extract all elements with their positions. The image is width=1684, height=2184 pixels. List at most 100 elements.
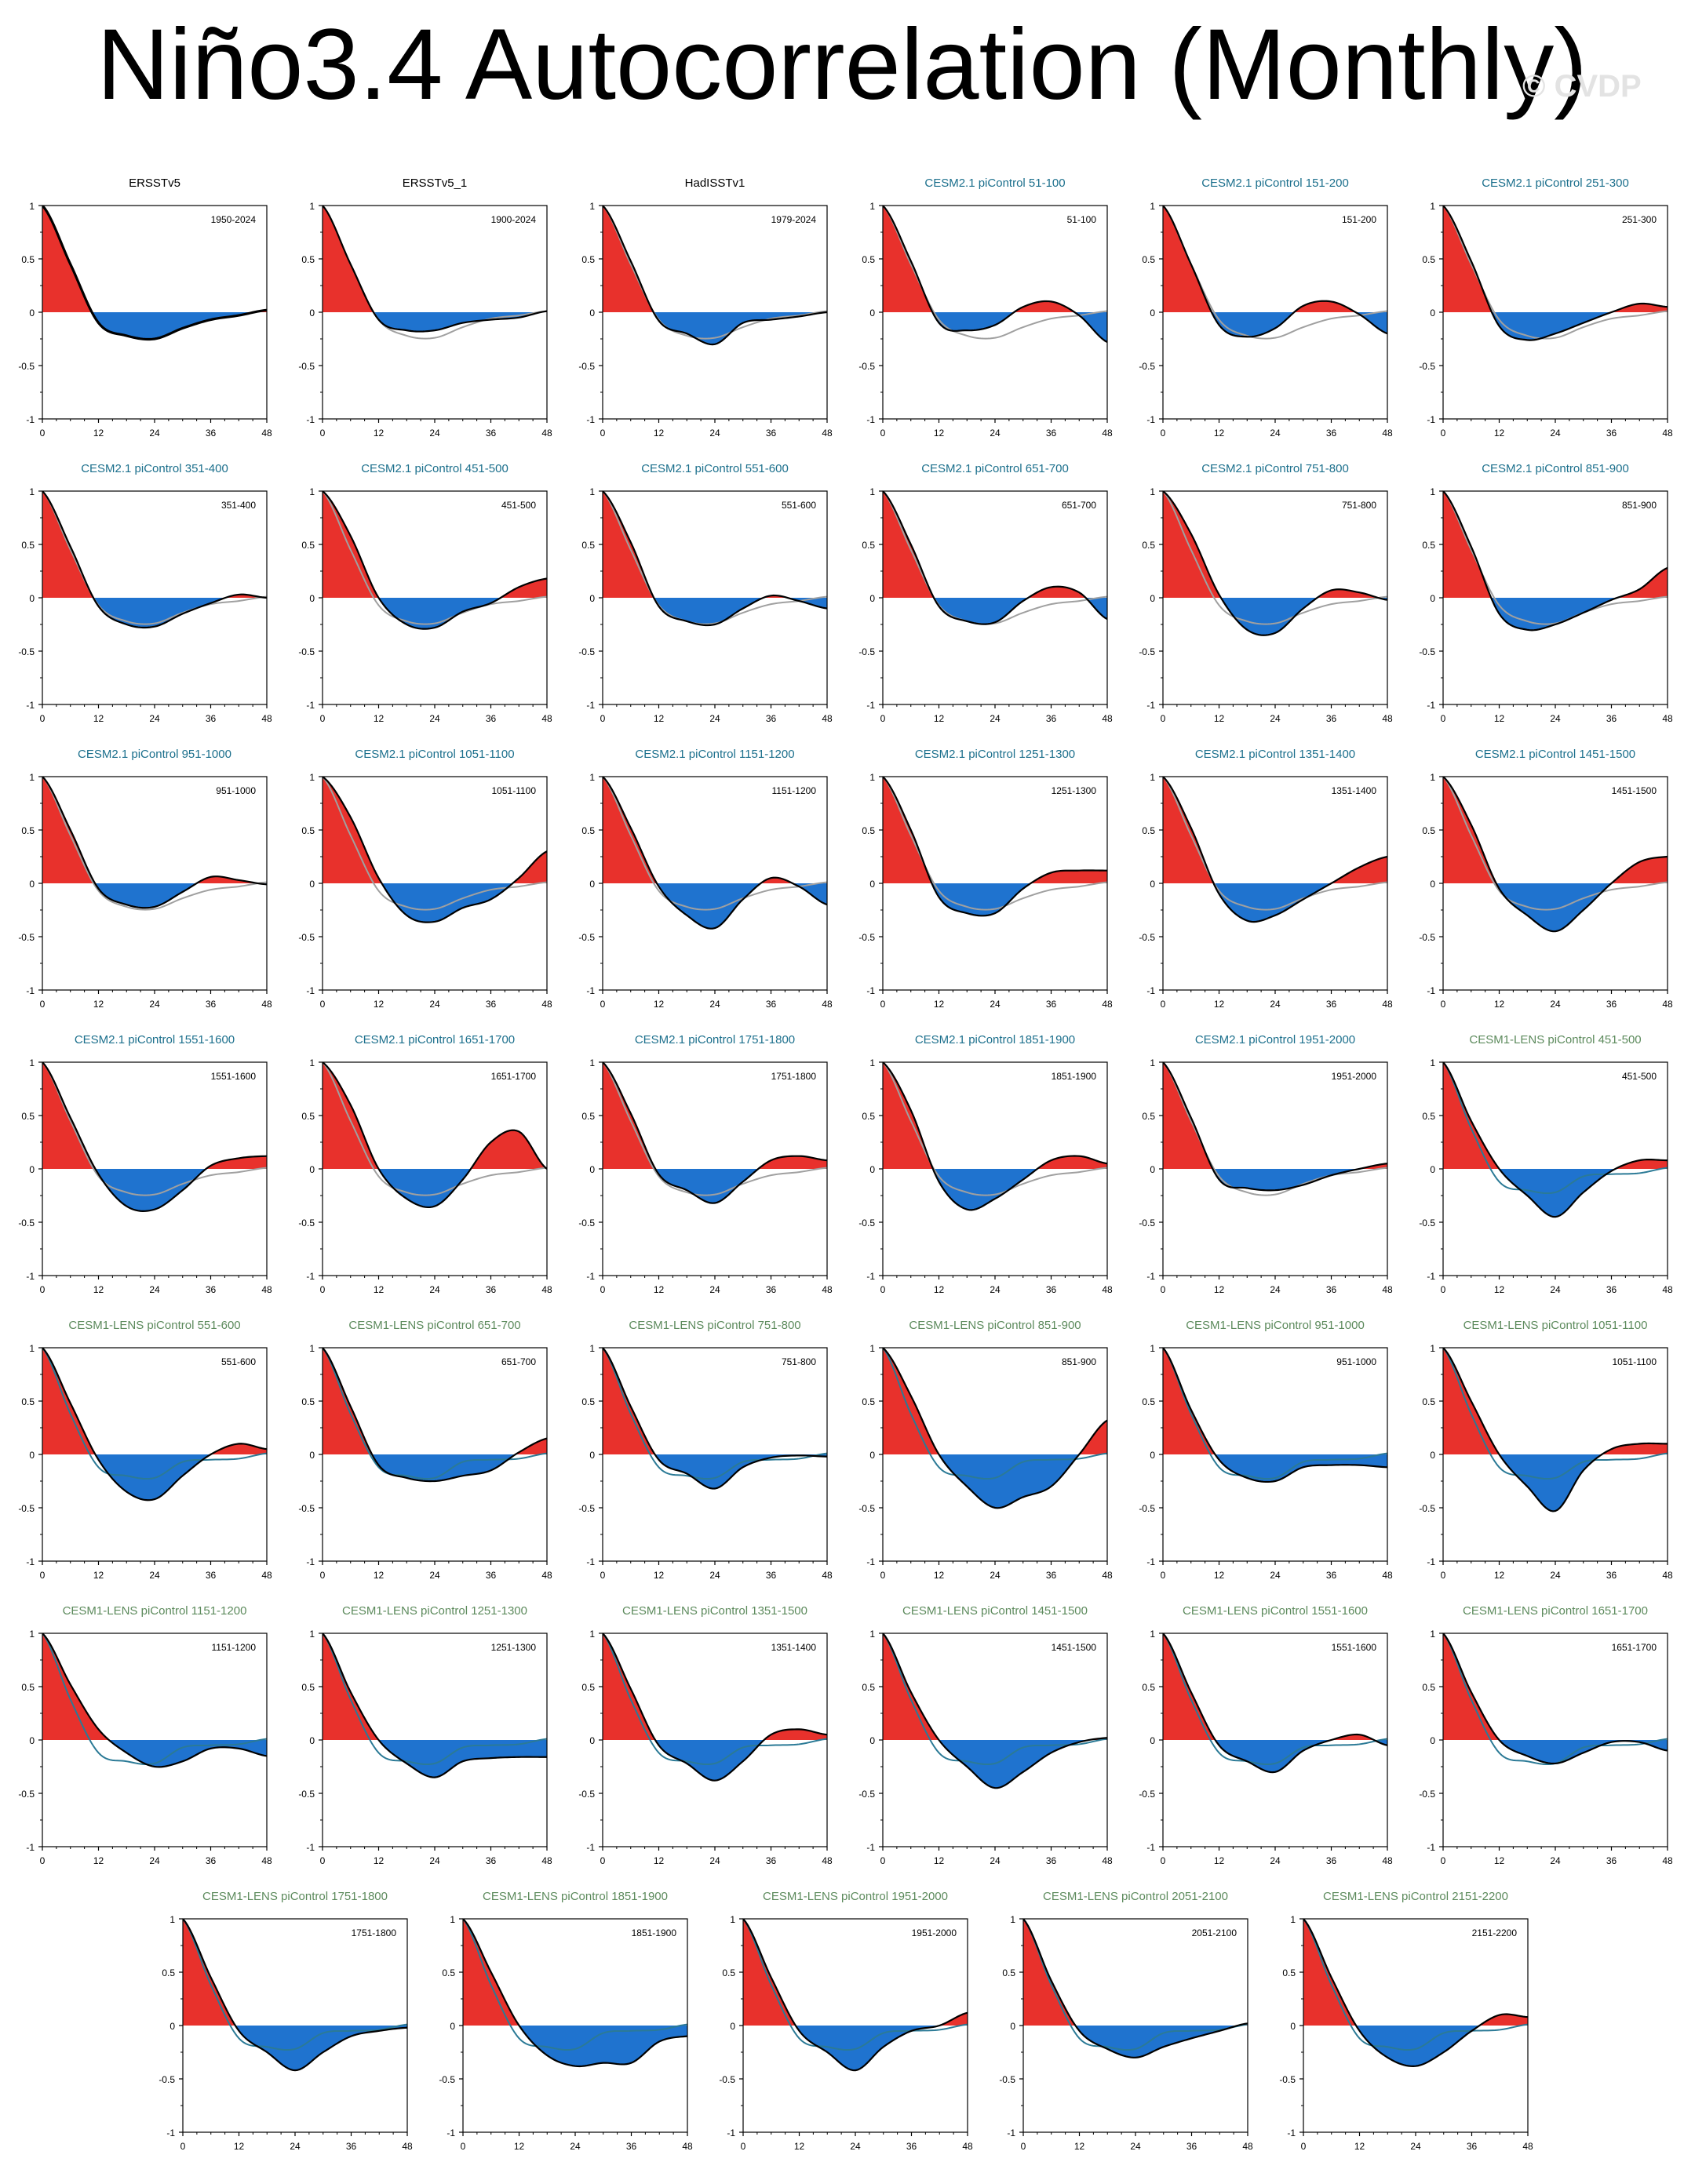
panel-title: CESM2.1 piControl 1351-1400 bbox=[1195, 748, 1355, 761]
x-tick-label: 48 bbox=[261, 713, 272, 724]
y-tick-label: -0.5 bbox=[578, 932, 595, 943]
x-tick-label: 24 bbox=[1410, 2141, 1421, 2152]
x-tick-label: 12 bbox=[1214, 999, 1225, 1010]
y-tick-label: -1 bbox=[727, 2128, 735, 2138]
y-tick-label: 0 bbox=[29, 308, 35, 318]
x-tick-label: 0 bbox=[40, 428, 46, 439]
y-tick-label: 1 bbox=[29, 1057, 35, 1068]
x-tick-label: 12 bbox=[93, 713, 104, 724]
x-tick-label: 24 bbox=[1550, 999, 1561, 1010]
y-tick-label: 0 bbox=[309, 1164, 315, 1175]
positive-area bbox=[1023, 1919, 1248, 2026]
y-tick-label: -1 bbox=[866, 1842, 875, 1853]
negative-area bbox=[323, 598, 547, 629]
x-tick-label: 12 bbox=[1214, 1570, 1225, 1581]
y-tick-label: -0.5 bbox=[298, 646, 315, 657]
reference-line bbox=[1303, 1919, 1528, 2051]
x-tick-label: 36 bbox=[1046, 1570, 1057, 1581]
y-tick-label: 1 bbox=[589, 1343, 595, 1354]
x-tick-label: 12 bbox=[1214, 1284, 1225, 1295]
y-tick-label: -0.5 bbox=[858, 646, 875, 657]
y-tick-label: -0.5 bbox=[1139, 1503, 1155, 1514]
period-label: 1651-1700 bbox=[491, 1071, 537, 1082]
x-tick-label: 36 bbox=[1046, 999, 1057, 1010]
chart-panel: CESM2.1 piControl 951-1000 1 0.5 0 -0.5 -1 0 12… bbox=[18, 748, 272, 1010]
negative-area bbox=[183, 2026, 407, 2071]
x-tick-label: 0 bbox=[1441, 428, 1446, 439]
period-label: 1051-1100 bbox=[1613, 1356, 1657, 1367]
x-tick-label: 48 bbox=[541, 1570, 552, 1581]
x-tick-label: 36 bbox=[486, 1284, 497, 1295]
y-tick-label: 0 bbox=[1150, 1450, 1155, 1461]
panel-title: CESM2.1 piControl 251-300 bbox=[1482, 177, 1629, 190]
x-tick-label: 48 bbox=[261, 1855, 272, 1866]
period-label: 1851-1900 bbox=[632, 1927, 677, 1938]
x-tick-label: 24 bbox=[290, 2141, 301, 2152]
y-tick-label: -1 bbox=[447, 2128, 455, 2138]
y-tick-label: -1 bbox=[1146, 1842, 1155, 1853]
period-label: 1151-1200 bbox=[212, 1642, 257, 1653]
chart-panel: CESM1-LENS piControl 2151-2200 1 0.5 0 -0.5 -… bbox=[1279, 1890, 1533, 2152]
x-tick-label: 48 bbox=[1382, 999, 1393, 1010]
y-tick-label: -0.5 bbox=[578, 646, 595, 657]
chart-panel: CESM2.1 piControl 651-700 1 0.5 0 -0.5 -1 0 12 2… bbox=[858, 462, 1113, 724]
x-tick-label: 48 bbox=[682, 2141, 693, 2152]
y-tick-label: -0.5 bbox=[18, 1218, 35, 1228]
y-tick-label: -0.5 bbox=[439, 2074, 455, 2085]
x-tick-label: 24 bbox=[149, 1284, 160, 1295]
x-tick-label: 0 bbox=[600, 713, 606, 724]
x-tick-label: 24 bbox=[709, 713, 720, 724]
period-label: 1251-1300 bbox=[1052, 785, 1097, 796]
x-tick-label: 0 bbox=[741, 2141, 746, 2152]
y-tick-label: -0.5 bbox=[1139, 1218, 1155, 1228]
x-tick-label: 36 bbox=[1326, 999, 1337, 1010]
y-tick-label: -0.5 bbox=[298, 932, 315, 943]
y-tick-label: -0.5 bbox=[578, 1789, 595, 1800]
positive-area bbox=[603, 1348, 827, 1454]
y-tick-label: -0.5 bbox=[298, 1503, 315, 1514]
y-tick-label: 0 bbox=[589, 1735, 595, 1746]
panel-title: CESM2.1 piControl 451-500 bbox=[361, 462, 508, 475]
y-tick-label: 1 bbox=[309, 1057, 315, 1068]
x-tick-label: 12 bbox=[654, 999, 665, 1010]
chart-panel: CESM1-LENS piControl 1851-1900 1 0.5 0 -0.5 -… bbox=[439, 1890, 693, 2152]
x-tick-label: 0 bbox=[1441, 713, 1446, 724]
chart-panel: CESM2.1 piControl 851-900 1 0.5 0 -0.5 -1 0 12 2… bbox=[1419, 462, 1673, 724]
negative-area bbox=[323, 312, 547, 332]
y-tick-label: 1 bbox=[1430, 201, 1435, 212]
x-tick-label: 12 bbox=[1354, 2141, 1365, 2152]
y-tick-label: -0.5 bbox=[18, 1789, 35, 1800]
positive-area bbox=[42, 777, 267, 883]
y-tick-label: 0 bbox=[1150, 593, 1155, 604]
chart-panel: CESM1-LENS piControl 951-1000 1 0.5 0 -0.5 -1… bbox=[1139, 1319, 1393, 1581]
y-tick-label: -0.5 bbox=[578, 1503, 595, 1514]
period-label: 51-100 bbox=[1067, 214, 1097, 225]
x-tick-label: 12 bbox=[514, 2141, 525, 2152]
panel-title: CESM2.1 piControl 1551-1600 bbox=[75, 1033, 235, 1046]
x-tick-label: 48 bbox=[261, 999, 272, 1010]
autocorrelation-line bbox=[1163, 777, 1387, 923]
positive-area bbox=[883, 206, 1107, 312]
panel-title: ERSSTv5_1 bbox=[403, 177, 468, 190]
x-tick-label: 48 bbox=[541, 428, 552, 439]
y-tick-label: -1 bbox=[306, 414, 315, 425]
x-tick-label: 12 bbox=[374, 1570, 385, 1581]
y-tick-label: -1 bbox=[26, 1271, 35, 1282]
y-tick-label: -1 bbox=[586, 985, 595, 996]
x-tick-label: 12 bbox=[654, 428, 665, 439]
x-tick-label: 36 bbox=[1606, 1570, 1617, 1581]
x-tick-label: 48 bbox=[261, 1570, 272, 1581]
chart-panel: CESM2.1 piControl 551-600 1 0.5 0 -0.5 -1 0 12 2… bbox=[578, 462, 833, 724]
negative-area bbox=[323, 1740, 547, 1778]
reference-line bbox=[42, 1633, 267, 1766]
x-tick-label: 0 bbox=[600, 1855, 606, 1866]
x-tick-label: 0 bbox=[1441, 1570, 1446, 1581]
y-tick-label: 0.5 bbox=[301, 1396, 315, 1407]
reference-line bbox=[1443, 1062, 1668, 1195]
x-tick-label: 24 bbox=[1270, 713, 1281, 724]
y-tick-label: 0 bbox=[589, 1164, 595, 1175]
y-tick-label: 0 bbox=[589, 1450, 595, 1461]
y-tick-label: 1 bbox=[589, 486, 595, 497]
period-label: 851-900 bbox=[1062, 1356, 1096, 1367]
x-tick-label: 0 bbox=[40, 1284, 46, 1295]
